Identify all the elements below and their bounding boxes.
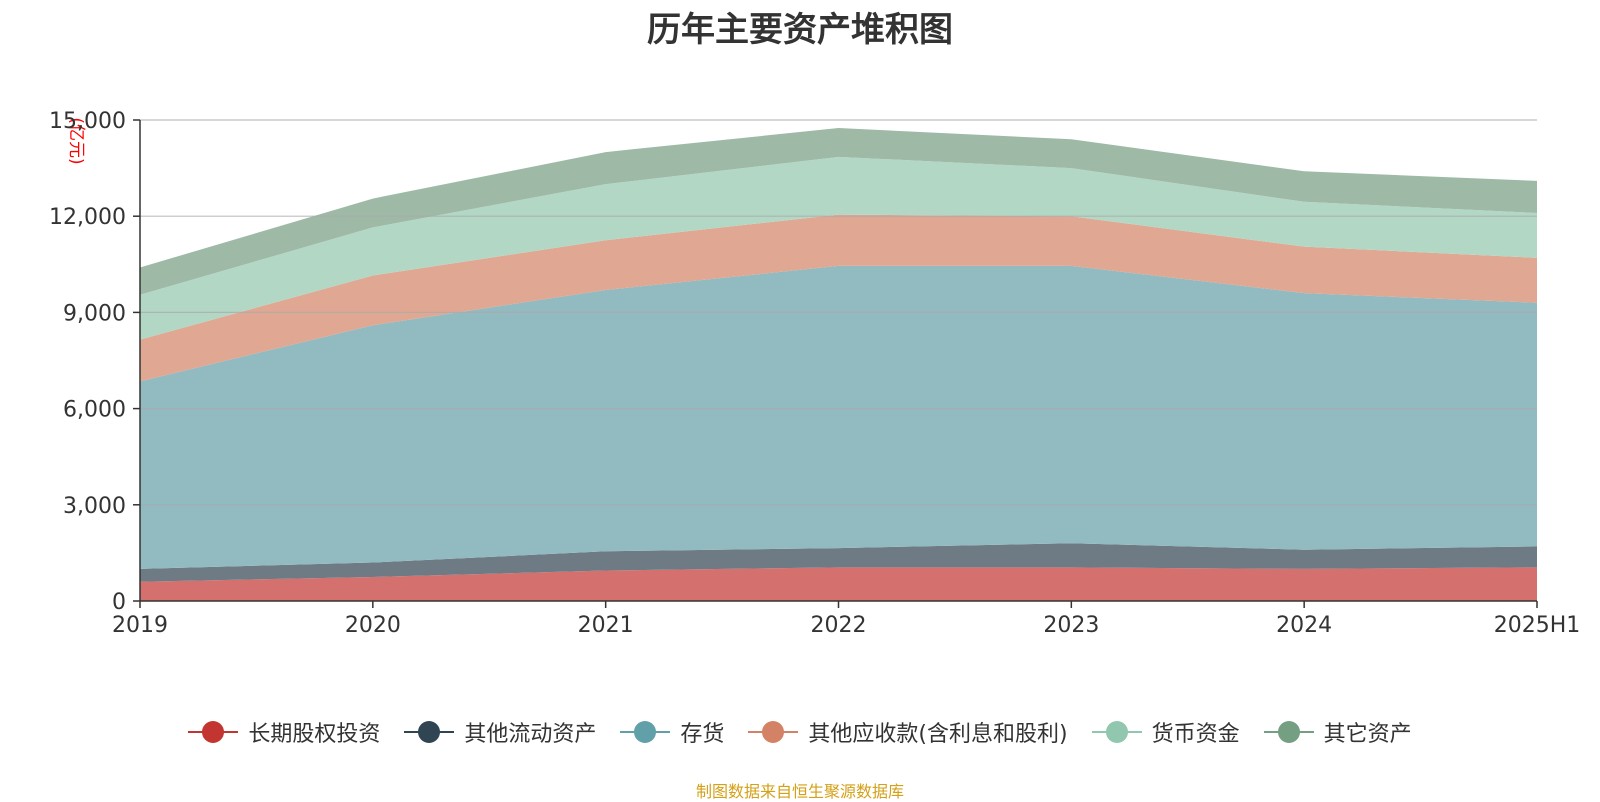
area-series-4 — [140, 156, 1537, 340]
y-tick-label: 15,000 — [49, 109, 126, 134]
y-tick-label: 9,000 — [63, 301, 126, 326]
x-tick-label: 2021 — [578, 613, 634, 638]
x-tick-label: 2025H1 — [1494, 613, 1581, 638]
legend-label: 其他应收款(含利息和股利) — [808, 722, 1068, 747]
y-axis-unit-label: (亿元) — [66, 117, 86, 164]
legend-item[interactable]: 存货 — [620, 716, 724, 748]
legend-marker-icon — [1091, 720, 1142, 744]
chart-title: 历年主要资产堆积图 — [647, 10, 953, 50]
x-tick-label: 2023 — [1043, 613, 1099, 638]
legend-item[interactable]: 长期股权投资 — [188, 716, 380, 748]
legend-marker-icon — [188, 720, 239, 744]
area-series-5 — [140, 128, 1537, 295]
data-source-note: 制图数据来自恒生聚源数据库 — [695, 782, 904, 801]
y-tick-label: 6,000 — [63, 398, 126, 423]
legend-marker-icon — [404, 720, 455, 744]
legend-marker-icon — [620, 720, 671, 744]
y-axis-ticks: 0 3,000 6,000 9,000 12,000 15,000 — [49, 109, 140, 615]
grid-lines — [140, 119, 1537, 506]
legend-item[interactable]: 其它资产 — [1263, 716, 1412, 748]
x-axis-ticks: 2019 2020 2021 2022 2023 2024 2025H1 — [112, 601, 1580, 638]
area-series-1 — [140, 543, 1537, 582]
y-tick-label: 3,000 — [63, 494, 126, 519]
legend-label: 货币资金 — [1151, 722, 1240, 747]
x-tick-label: 2020 — [345, 613, 401, 638]
x-tick-label: 2022 — [811, 613, 867, 638]
stacked-area-chart: (亿元) 0 3,000 6,000 9,000 12,000 15,000 2019 202… — [49, 109, 1580, 638]
legend-label: 其他流动资产 — [464, 722, 597, 747]
area-series-0 — [140, 567, 1537, 601]
x-tick-label: 2019 — [112, 613, 168, 638]
y-tick-label: 0 — [112, 590, 126, 615]
area-series-3 — [140, 214, 1537, 382]
y-tick-label: 12,000 — [49, 205, 126, 230]
area-series-2 — [140, 265, 1537, 569]
x-tick-label: 2024 — [1276, 613, 1332, 638]
legend-marker-icon — [748, 720, 799, 744]
legend: 长期股权投资 其他流动资产 存货 其他应收款(含利息和股利) 货币资金 其它资产 — [0, 716, 1600, 748]
legend-label: 其它资产 — [1323, 722, 1412, 747]
legend-label: 存货 — [680, 722, 725, 747]
legend-marker-icon — [1263, 720, 1314, 744]
legend-item[interactable]: 货币资金 — [1091, 716, 1240, 748]
legend-label: 长期股权投资 — [248, 722, 381, 747]
legend-item[interactable]: 其他应收款(含利息和股利) — [748, 716, 1068, 748]
legend-item[interactable]: 其他流动资产 — [404, 716, 596, 748]
area-series — [140, 128, 1537, 601]
